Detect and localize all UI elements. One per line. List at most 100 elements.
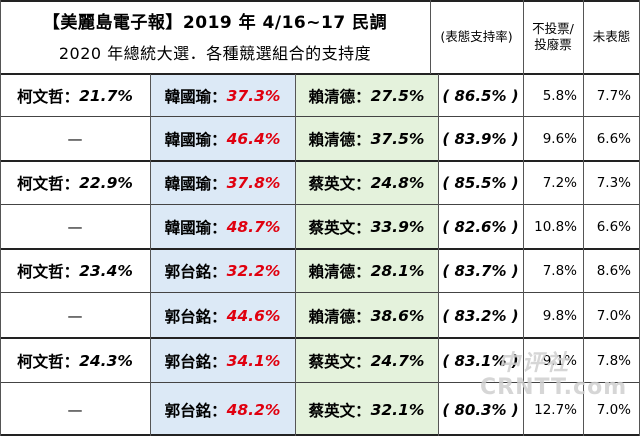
invalid-value: 7.2% — [542, 175, 577, 191]
ko-cell: 柯文哲： 23.4% — [0, 249, 150, 293]
undecided-value: 7.8% — [596, 352, 631, 369]
candidate-percent: 37.3% — [226, 86, 281, 105]
row-divider — [0, 204, 640, 205]
invalid-value: 9.6% — [542, 131, 577, 147]
candidate-percent: 24.3% — [79, 351, 133, 370]
support-rate-cell: ( 80.3% ) — [438, 383, 523, 436]
candidate-percent: 38.6% — [370, 306, 425, 325]
header-support-rate: (表態支持率) — [440, 29, 513, 44]
invalid-value: 12.7% — [534, 401, 577, 418]
row-divider — [0, 337, 640, 339]
dpp-cell: 蔡英文： 24.7% — [295, 338, 438, 383]
undecided-cell: 8.6% — [583, 249, 640, 293]
undecided-value: 7.0% — [596, 307, 631, 324]
no-candidate-dash: — — [67, 400, 83, 419]
ko-cell: — — [0, 293, 150, 338]
undecided-value: 7.7% — [596, 87, 631, 104]
candidate-name: 郭台銘： — [164, 263, 227, 281]
column-divider — [295, 74, 296, 436]
undecided-value: 6.6% — [596, 131, 631, 147]
header-invalid-label: 不投票/ 投廢票 — [532, 21, 574, 52]
no-candidate-dash: — — [67, 130, 83, 148]
support-rate-cell: ( 83.1% ) — [438, 338, 523, 383]
undecided-value: 7.3% — [596, 175, 631, 191]
support-rate-value: ( 86.5% ) — [442, 86, 519, 105]
row-divider — [0, 0, 640, 2]
column-divider — [583, 0, 584, 436]
row-divider — [0, 248, 640, 250]
kmt-cell: 韓國瑜： 48.7% — [150, 205, 295, 249]
title-line-1: 【美麗島電子報】2019 年 4/16~17 民調 — [42, 13, 388, 33]
candidate-percent: 28.1% — [370, 262, 425, 280]
candidate-name: 蔡英文： — [308, 219, 371, 237]
candidate-percent: 24.8% — [370, 174, 425, 192]
kmt-cell: 韓國瑜： 37.3% — [150, 74, 295, 117]
title-line-2: 2020 年總統大選．各種競選組合的支持度 — [58, 44, 372, 63]
candidate-percent: 44.6% — [226, 306, 281, 325]
ko-cell: 柯文哲： 24.3% — [0, 338, 150, 383]
candidate-percent: 46.4% — [226, 130, 281, 148]
candidate-name: 郭台銘： — [164, 352, 227, 371]
undecided-cell: 6.6% — [583, 117, 640, 161]
kmt-cell: 韓國瑜： 37.8% — [150, 161, 295, 205]
undecided-cell: 7.7% — [583, 74, 640, 117]
support-rate-cell: ( 83.2% ) — [438, 293, 523, 338]
kmt-cell: 郭台銘： 48.2% — [150, 383, 295, 436]
row-divider — [0, 160, 640, 162]
undecided-value: 6.6% — [596, 219, 631, 235]
row-divider — [0, 116, 640, 117]
dpp-cell: 賴清德： 27.5% — [295, 74, 438, 117]
undecided-value: 7.0% — [596, 401, 631, 418]
dpp-cell: 賴清德： 38.6% — [295, 293, 438, 338]
candidate-percent: 48.2% — [226, 400, 281, 419]
support-rate-value: ( 83.9% ) — [442, 130, 519, 148]
kmt-cell: 郭台銘： 44.6% — [150, 293, 295, 338]
undecided-cell: 7.3% — [583, 161, 640, 205]
candidate-name: 賴清德： — [308, 307, 371, 326]
invalid-cell: 7.2% — [523, 161, 583, 205]
support-rate-value: ( 83.7% ) — [442, 262, 519, 280]
no-candidate-dash: — — [67, 218, 83, 236]
row-divider — [0, 73, 640, 75]
invalid-value: 5.8% — [542, 87, 577, 104]
invalid-cell: 7.8% — [523, 249, 583, 293]
support-rate-cell: ( 82.6% ) — [438, 205, 523, 249]
support-rate-value: ( 83.1% ) — [442, 351, 519, 370]
column-divider — [438, 74, 439, 436]
candidate-name: 韓國瑜： — [164, 219, 227, 237]
support-rate-value: ( 85.5% ) — [442, 174, 519, 192]
ko-cell: — — [0, 117, 150, 161]
candidate-percent: 48.7% — [226, 218, 281, 236]
invalid-cell: 9.6% — [523, 117, 583, 161]
row-divider — [0, 434, 640, 436]
candidate-name: 韓國瑜： — [164, 175, 227, 193]
column-divider — [150, 74, 151, 436]
support-rate-cell: ( 83.7% ) — [438, 249, 523, 293]
invalid-value: 10.8% — [534, 219, 577, 235]
dpp-cell: 賴清德： 37.5% — [295, 117, 438, 161]
candidate-percent: 37.8% — [226, 174, 281, 192]
support-rate-cell: ( 83.9% ) — [438, 117, 523, 161]
support-rate-cell: ( 86.5% ) — [438, 74, 523, 117]
candidate-percent: 33.9% — [370, 218, 425, 236]
dpp-cell: 蔡英文： 33.9% — [295, 205, 438, 249]
dpp-cell: 賴清德： 28.1% — [295, 249, 438, 293]
candidate-name: 郭台銘： — [164, 401, 227, 420]
table-title: 【美麗島電子報】2019 年 4/16~17 民調 2020 年總統大選．各種競… — [0, 0, 430, 74]
invalid-value: 9.8% — [542, 307, 577, 324]
column-divider — [430, 0, 431, 74]
column-divider — [523, 0, 524, 436]
undecided-cell: 7.8% — [583, 338, 640, 383]
invalid-value: 7.8% — [542, 263, 577, 279]
candidate-name: 賴清德： — [308, 263, 371, 281]
candidate-percent: 22.9% — [79, 174, 133, 192]
invalid-cell: 10.8% — [523, 205, 583, 249]
ko-cell: — — [0, 205, 150, 249]
kmt-cell: 韓國瑜： 46.4% — [150, 117, 295, 161]
candidate-name: 賴清德： — [308, 87, 371, 106]
undecided-value: 8.6% — [596, 263, 631, 279]
candidate-name: 韓國瑜： — [164, 87, 227, 106]
candidate-name: 柯文哲： — [17, 352, 80, 371]
candidate-name: 賴清德： — [308, 131, 371, 149]
